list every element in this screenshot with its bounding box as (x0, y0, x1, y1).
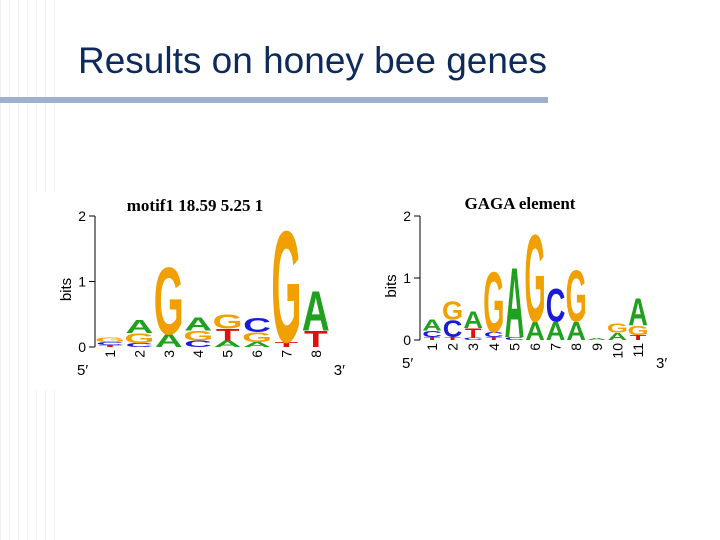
y-tick-label: 2 (78, 208, 86, 224)
logo-letter: G (442, 296, 463, 325)
logo-letter: G (213, 310, 243, 333)
logo-panel (36, 192, 354, 390)
logo-letter: G (124, 331, 154, 346)
position-label: 11 (630, 343, 646, 358)
logo-letter: T (98, 345, 122, 348)
logo-letter: C (184, 339, 212, 349)
logo-title: motif1 18.59 5.25 1 (127, 196, 263, 215)
position-label: 1 (424, 343, 440, 351)
five-prime: 5′ (402, 355, 413, 372)
logo-letter: C (484, 331, 504, 339)
logo-letter: A (243, 340, 271, 348)
logo-letter: T (216, 326, 240, 344)
logo-letter: A (184, 315, 212, 335)
logo-letter: A (505, 248, 525, 358)
logo-letter: G (183, 329, 213, 344)
logo-letter: T (465, 326, 482, 341)
logo-letter: A (463, 308, 483, 334)
logo-letter: G (242, 330, 272, 345)
logo-letter: A (525, 317, 545, 346)
logo-letter: A (628, 292, 648, 335)
logo-letter: G (271, 197, 301, 376)
logo-letter: A (422, 317, 442, 335)
logo-letter: A (302, 280, 330, 343)
position-label: 6 (249, 350, 265, 358)
logo-letter: A (125, 318, 153, 338)
slide-title: Results on honey bee genes (78, 40, 548, 81)
logo-letter: T (424, 336, 441, 341)
logo-letter: C (422, 330, 442, 339)
logo-letter: G (483, 254, 504, 351)
logo-title: GAGA element (465, 194, 576, 213)
y-axis-label: bits (383, 274, 400, 297)
logo-letter: C (443, 316, 463, 342)
logo-letter: A (155, 331, 183, 351)
logo-letter: C (125, 342, 153, 348)
position-label: 9 (589, 343, 605, 351)
logo-letter: T (630, 334, 647, 342)
position-label: 2 (445, 343, 461, 351)
position-label: 5 (220, 350, 236, 358)
logo-letter: T (304, 326, 328, 352)
y-axis-label: bits (58, 278, 75, 301)
logo-letter: G (566, 255, 587, 337)
y-tick-label: 0 (403, 332, 411, 348)
position-label: 6 (527, 343, 543, 351)
position-label: 3 (161, 350, 177, 358)
five-prime: 5′ (77, 362, 88, 379)
logo-letter: C (96, 341, 124, 346)
position-label: 8 (308, 350, 324, 358)
logo-letter: A (566, 317, 586, 346)
logo-letter: A (546, 317, 566, 346)
three-prime: 3′ (656, 355, 667, 372)
logo-letter: C (546, 280, 566, 333)
logo-letter: T (444, 336, 461, 341)
position-label: 4 (486, 343, 502, 351)
y-tick-label: 1 (78, 274, 86, 290)
logo-letter: A (214, 339, 242, 349)
y-tick-label: 2 (403, 208, 411, 224)
position-label: 7 (548, 343, 564, 351)
position-label: 8 (568, 343, 584, 351)
y-tick-label: 1 (403, 270, 411, 286)
logo-letter: G (627, 323, 648, 338)
logo-letter: T (486, 336, 503, 341)
position-label: 2 (131, 350, 147, 358)
logo-panel (366, 192, 672, 382)
three-prime: 3′ (334, 362, 345, 379)
logo-letter: C (243, 314, 271, 337)
y-tick-label: 0 (78, 339, 86, 355)
logo-letter: G (95, 336, 125, 343)
logo-letter: A (608, 331, 628, 343)
position-label: 1 (102, 350, 118, 358)
logo-letter: A (587, 338, 607, 341)
title-rule (0, 97, 548, 103)
logo-letter: C (505, 336, 525, 341)
position-label: 4 (190, 350, 206, 358)
logo-letter: G (154, 249, 184, 355)
position-label: 3 (465, 343, 481, 351)
position-label: 10 (609, 343, 625, 359)
logo-letter: G (524, 209, 545, 349)
position-label: 5 (506, 343, 522, 351)
logo-letter: T (275, 340, 299, 348)
logo-letter: C (463, 337, 483, 341)
position-label: 7 (278, 350, 294, 358)
logo-letter: G (607, 321, 628, 336)
